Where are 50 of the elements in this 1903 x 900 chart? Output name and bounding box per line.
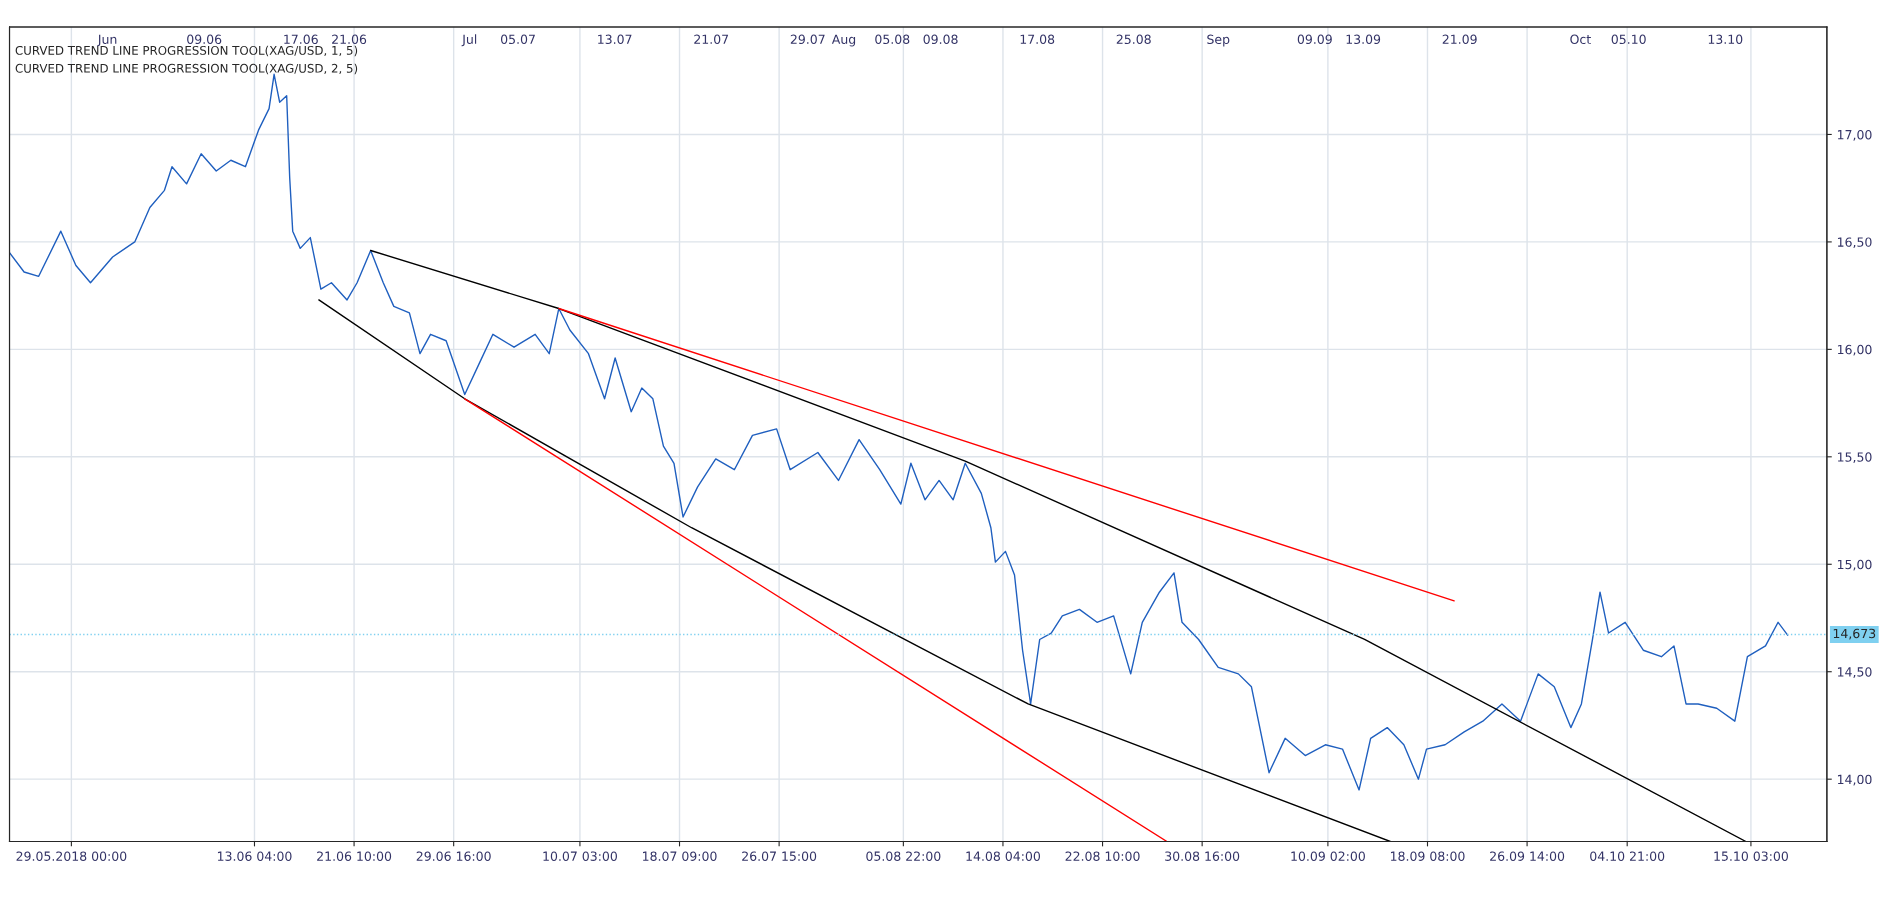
x2-tick-label: 21.07 [694,34,729,45]
x-tick-label: 21.06 10:00 [317,851,392,861]
x2-tick-label: 21.09 [1442,34,1477,45]
x2-tick-label: 05.08 [875,34,910,45]
x-tick-label: 14.08 04:00 [966,851,1041,861]
y-tick-label: 16,00 [1837,344,1872,356]
annotation: CURVED TREND LINE PROGRESSION TOOL(XAG/USD, 1, 5) [15,45,358,57]
x2-tick-label: 09.08 [923,34,958,45]
x-tick-label: 10.07 03:00 [543,851,617,861]
x-tick-label: 13.06 04:00 [217,851,292,861]
x2-tick-label: 21.06 [332,34,367,45]
x2-tick-label: Oct [1570,34,1591,45]
x2-tick-label: 25.08 [1116,34,1151,45]
x2-tick-label: 17.08 [1020,34,1055,45]
ref-line-label: 14,673 [1833,628,1876,640]
x-tick-label: 30.08 16:00 [1165,851,1240,861]
x2-tick-label: 17.06 [284,34,318,45]
line-series [9,73,1789,791]
x2-tick-label: 05.07 [500,34,535,45]
y-tick-label: 17,00 [1837,129,1872,141]
annotation: CURVED TREND LINE PROGRESSION TOOL(XAG/USD, 2, 5) [15,63,358,75]
y-tick-label: 15,50 [1837,452,1872,464]
x-tick-label: 22.08 10:00 [1065,851,1140,861]
y-tick-label: 14,00 [1837,774,1872,786]
x2-tick-label: 29.07 [790,34,825,45]
x2-tick-label: 05.10 [1611,34,1646,45]
x-tick-label: 26.07 15:00 [742,851,817,861]
x-tick-label: 26.09 14:00 [1490,851,1565,861]
x-tick-label: 18.07 09:00 [643,851,717,861]
y-tick-label: 14,50 [1837,667,1872,678]
line-series [318,299,1391,842]
x2-tick-label: 13.09 [1346,34,1381,45]
y-tick-label: 16,50 [1837,237,1872,249]
x2-tick-label: 09.06 [187,34,222,45]
x-tick-label: 29.06 16:00 [416,851,491,861]
x-tick-label: 05.08 22:00 [866,851,941,861]
y-tick-label: 15,00 [1837,559,1872,571]
x2-tick-label: Sep [1207,34,1230,47]
x2-tick-label: 09.09 [1297,34,1332,45]
x2-tick-label: Jun [97,34,117,47]
x-tick-label: 10.09 02:00 [1291,851,1365,861]
x2-tick-label: Aug [831,34,856,47]
x2-tick-label: 13.10 [1708,34,1743,45]
x2-tick-label: 13.07 [598,34,632,45]
x-tick-label: 04.10 21:00 [1590,851,1665,861]
x-tick-label: 18.09 08:00 [1390,851,1465,861]
x2-tick-label: Jul [461,34,477,47]
x-tick-label: 29.05.2018 00:00 [16,851,127,861]
line-series [369,249,1747,842]
x-tick-label: 15.10 03:00 [1714,851,1788,861]
